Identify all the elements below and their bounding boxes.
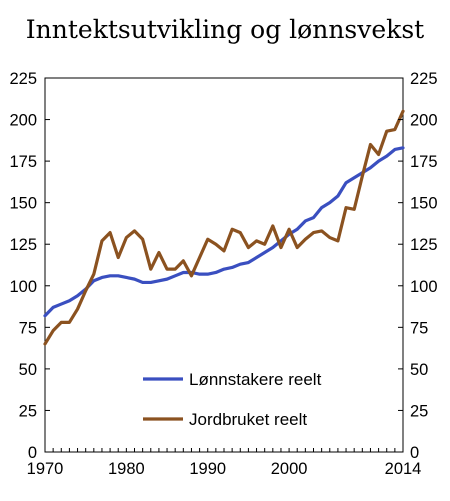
- ticks-layer: 0 0 25 25 50 50 75 75 100 100 125 125 150 150 175 175 20…: [9, 70, 437, 478]
- y-tick-label-right: 200: [410, 112, 438, 130]
- y-tick-label-left: 50: [19, 361, 37, 379]
- y-tick-label-right: 100: [410, 278, 438, 296]
- chart-title: Inntektsutvikling og lønnsvekst: [26, 15, 424, 44]
- x-tick-label: 1990: [189, 460, 226, 478]
- y-tick-label-right: 150: [410, 195, 438, 213]
- y-tick-label-right: 75: [410, 319, 428, 337]
- y-tick-label-right: 125: [410, 236, 438, 254]
- y-tick-label-left: 150: [9, 195, 37, 213]
- series-layer: [43, 109, 405, 346]
- y-tick-label-left: 225: [9, 70, 37, 88]
- x-tick-label: 2014: [385, 460, 422, 478]
- y-tick-label-right: 175: [410, 153, 438, 171]
- y-tick-label-left: 175: [9, 153, 37, 171]
- x-tick-label: 1970: [27, 460, 64, 478]
- y-tick-label-left: 0: [28, 444, 37, 462]
- plot-frame: [44, 77, 404, 453]
- y-tick-label-right: 225: [410, 70, 438, 88]
- plot-area-border: [44, 77, 404, 453]
- y-tick-label-right: 25: [410, 402, 428, 420]
- series-line-2: [43, 109, 405, 346]
- x-tick-label: 2000: [271, 460, 308, 478]
- y-tick-label-left: 100: [9, 278, 37, 296]
- y-tick-label-right: 0: [410, 444, 419, 462]
- series-line-1: [43, 146, 405, 318]
- y-tick-label-left: 25: [19, 402, 37, 420]
- legend-label: Jordbruket reelt: [189, 410, 307, 429]
- y-tick-label-left: 200: [9, 112, 37, 130]
- legend: Lønnstakere reelt Jordbruket reelt: [143, 370, 322, 429]
- legend-label: Lønnstakere reelt: [189, 370, 322, 389]
- y-tick-label-left: 125: [9, 236, 37, 254]
- x-tick-label: 1980: [108, 460, 145, 478]
- y-tick-label-right: 50: [410, 361, 428, 379]
- y-tick-label-left: 75: [19, 319, 37, 337]
